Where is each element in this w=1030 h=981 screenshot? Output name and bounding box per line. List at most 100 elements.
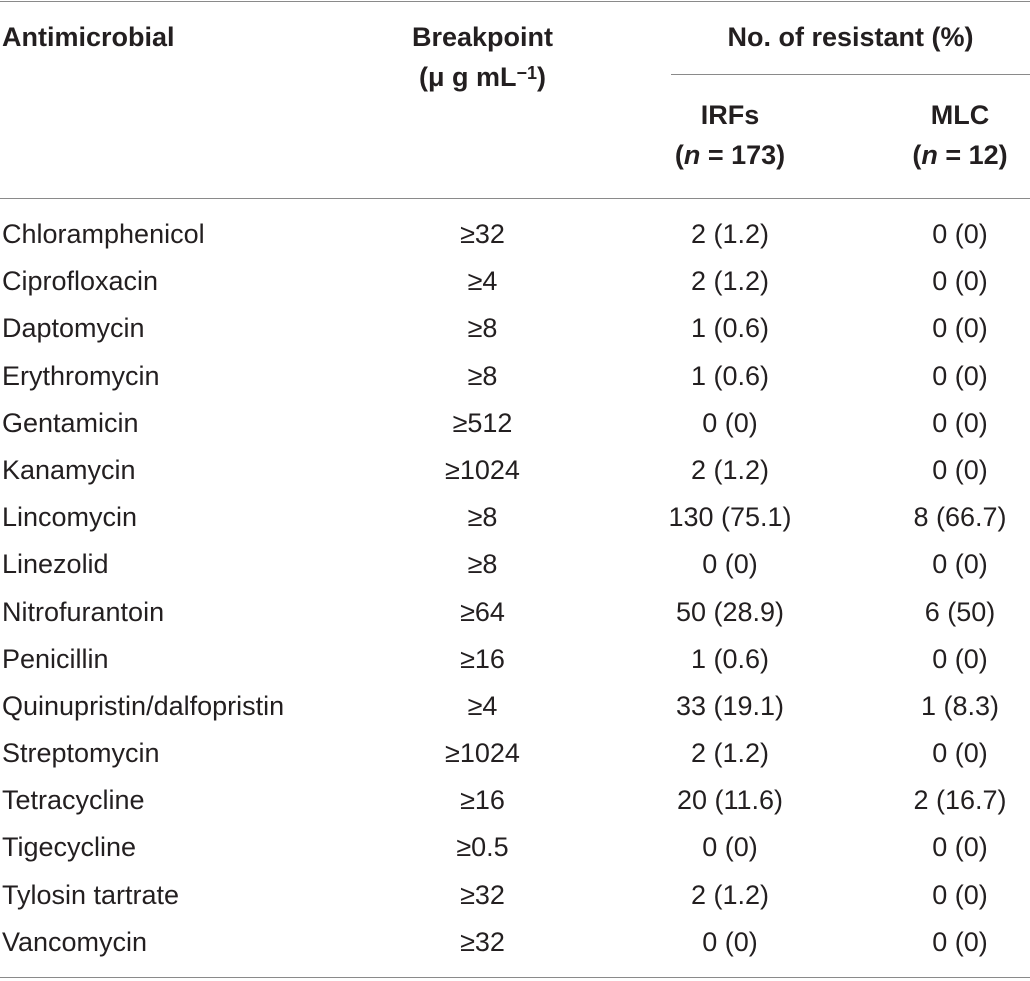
irfs-cell: 2 (1.2) bbox=[690, 219, 770, 249]
breakpoint-cell: ≥32 bbox=[460, 926, 505, 957]
antimicrobial-cell: Tigecycline bbox=[2, 832, 137, 863]
antimicrobial-cell: Daptomycin bbox=[2, 313, 145, 344]
header-breakpoint-unit-exponent: −1 bbox=[516, 63, 538, 83]
mlc-cell: 0 (0) bbox=[932, 643, 988, 674]
header-antimicrobial: Antimicrobial bbox=[2, 22, 175, 52]
irfs-cell: 50 (28.9) bbox=[675, 596, 785, 627]
antimicrobial-cell: Linezolid bbox=[2, 549, 109, 580]
mlc-cell: 0 (0) bbox=[932, 738, 988, 769]
table-row: Vancomycin ≥32 0 (0) 0 (0) bbox=[0, 919, 1030, 966]
table-row: Nitrofurantoin ≥64 50 (28.9) 6 (50) bbox=[0, 589, 1030, 636]
header-mlc: MLC (n = 12) bbox=[895, 95, 1025, 175]
header-irfs-n-var: n bbox=[683, 140, 701, 170]
breakpoint-cell: ≥64 bbox=[460, 596, 505, 627]
header-irfs-n-value: = 173) bbox=[700, 140, 786, 170]
mlc-cell: 0 (0) bbox=[932, 879, 988, 910]
mlc-cell: 6 (50) bbox=[924, 596, 996, 627]
header-group-rule bbox=[671, 74, 1030, 75]
antimicrobial-cell: Vancomycin bbox=[2, 926, 148, 957]
irfs-cell: 1 (0.6) bbox=[690, 643, 770, 674]
header-irfs-label: IRFs bbox=[700, 100, 760, 130]
breakpoint-cell: ≥16 bbox=[460, 785, 505, 816]
header-bottom-rule bbox=[0, 198, 1030, 199]
mlc-cell: 0 (0) bbox=[932, 313, 988, 344]
irfs-cell: 0 (0) bbox=[702, 926, 758, 957]
table-row: Ciprofloxacin ≥4 2 (1.2) 0 (0) bbox=[0, 258, 1030, 305]
table-row: Penicillin ≥16 1 (0.6) 0 (0) bbox=[0, 636, 1030, 683]
antimicrobial-cell: Nitrofurantoin bbox=[2, 596, 165, 627]
antimicrobial-cell: Kanamycin bbox=[2, 454, 136, 485]
header-mlc-label: MLC bbox=[930, 100, 990, 130]
header-mlc-n-var: n bbox=[921, 140, 938, 170]
breakpoint-cell: ≥4 bbox=[467, 266, 498, 297]
table-row: Chloramphenicol ≥32 2 (1.2) 0 (0) bbox=[0, 211, 1030, 258]
breakpoint-cell: ≥8 bbox=[467, 360, 498, 391]
irfs-cell: 0 (0) bbox=[702, 549, 758, 580]
mlc-cell: 0 (0) bbox=[932, 549, 988, 580]
antimicrobial-cell: Penicillin bbox=[2, 643, 109, 674]
irfs-cell: 130 (75.1) bbox=[668, 502, 792, 533]
mlc-cell: 0 (0) bbox=[932, 407, 988, 438]
breakpoint-cell: ≥512 bbox=[452, 407, 513, 438]
irfs-cell: 0 (0) bbox=[702, 832, 758, 863]
breakpoint-cell: ≥0.5 bbox=[456, 832, 509, 863]
breakpoint-cell: ≥1024 bbox=[445, 454, 520, 485]
header-mlc-n-value: = 12) bbox=[937, 140, 1008, 170]
mlc-cell: 8 (66.7) bbox=[913, 502, 1007, 533]
antimicrobial-cell: Gentamicin bbox=[2, 407, 139, 438]
irfs-cell: 0 (0) bbox=[702, 407, 758, 438]
table-body: Chloramphenicol ≥32 2 (1.2) 0 (0) Ciproflox… bbox=[0, 211, 1030, 966]
table-row: Tetracycline ≥16 20 (11.6) 2 (16.7) bbox=[0, 777, 1030, 824]
antimicrobial-cell: Lincomycin bbox=[2, 502, 138, 533]
antimicrobial-cell: Streptomycin bbox=[2, 738, 160, 769]
table-row: Daptomycin ≥8 1 (0.6) 0 (0) bbox=[0, 305, 1030, 352]
irfs-cell: 1 (0.6) bbox=[690, 360, 770, 391]
header-irfs: IRFs (n = 173) bbox=[650, 95, 810, 175]
antimicrobial-cell: Tylosin tartrate bbox=[2, 879, 180, 910]
mlc-cell: 0 (0) bbox=[932, 219, 988, 249]
header-irfs-n: (n = 173) bbox=[674, 140, 786, 170]
table-row: Erythromycin ≥8 1 (0.6) 0 (0) bbox=[0, 353, 1030, 400]
mlc-cell: 2 (16.7) bbox=[913, 785, 1007, 816]
breakpoint-cell: ≥8 bbox=[467, 313, 498, 344]
mlc-cell: 0 (0) bbox=[932, 360, 988, 391]
breakpoint-cell: ≥32 bbox=[460, 219, 505, 249]
irfs-cell: 2 (1.2) bbox=[690, 738, 770, 769]
mlc-cell: 1 (8.3) bbox=[920, 690, 1000, 721]
antimicrobial-cell: Erythromycin bbox=[2, 360, 160, 391]
irfs-cell: 1 (0.6) bbox=[690, 313, 770, 344]
breakpoint-cell: ≥16 bbox=[460, 643, 505, 674]
mlc-cell: 0 (0) bbox=[932, 266, 988, 297]
header-breakpoint-unit: (μ g mL−1) bbox=[380, 57, 585, 97]
header-resistant-group: No. of resistant (%) bbox=[727, 22, 974, 52]
antimicrobial-cell: Chloramphenicol bbox=[2, 219, 205, 249]
table-row: Gentamicin ≥512 0 (0) 0 (0) bbox=[0, 400, 1030, 447]
breakpoint-cell: ≥1024 bbox=[445, 738, 520, 769]
table-row: Linezolid ≥8 0 (0) 0 (0) bbox=[0, 541, 1030, 588]
irfs-cell: 2 (1.2) bbox=[690, 879, 770, 910]
table-bottom-rule bbox=[0, 977, 1030, 978]
antimicrobial-cell: Tetracycline bbox=[2, 785, 145, 816]
antimicrobial-cell: Ciprofloxacin bbox=[2, 266, 159, 297]
breakpoint-cell: ≥4 bbox=[467, 690, 498, 721]
header-breakpoint-unit-text: (μ g mL bbox=[418, 62, 517, 92]
breakpoint-cell: ≥32 bbox=[460, 879, 505, 910]
table-row: Quinupristin/dalfopristin ≥4 33 (19.1) 1 (8… bbox=[0, 683, 1030, 730]
breakpoint-cell: ≥8 bbox=[467, 502, 498, 533]
irfs-cell: 2 (1.2) bbox=[690, 266, 770, 297]
table-top-rule bbox=[0, 1, 1030, 2]
mlc-cell: 0 (0) bbox=[932, 832, 988, 863]
table-row: Kanamycin ≥1024 2 (1.2) 0 (0) bbox=[0, 447, 1030, 494]
header-breakpoint: Breakpoint (μ g mL−1) bbox=[380, 17, 585, 97]
table-row: Tigecycline ≥0.5 0 (0) 0 (0) bbox=[0, 824, 1030, 871]
irfs-cell: 20 (11.6) bbox=[676, 785, 784, 816]
mlc-cell: 0 (0) bbox=[932, 926, 988, 957]
breakpoint-cell: ≥8 bbox=[467, 549, 498, 580]
table-row: Tylosin tartrate ≥32 2 (1.2) 0 (0) bbox=[0, 872, 1030, 919]
irfs-cell: 33 (19.1) bbox=[675, 690, 785, 721]
header-breakpoint-title: Breakpoint bbox=[411, 22, 554, 52]
table-row: Lincomycin ≥8 130 (75.1) 8 (66.7) bbox=[0, 494, 1030, 541]
table-row: Streptomycin ≥1024 2 (1.2) 0 (0) bbox=[0, 730, 1030, 777]
irfs-cell: 2 (1.2) bbox=[690, 454, 770, 485]
